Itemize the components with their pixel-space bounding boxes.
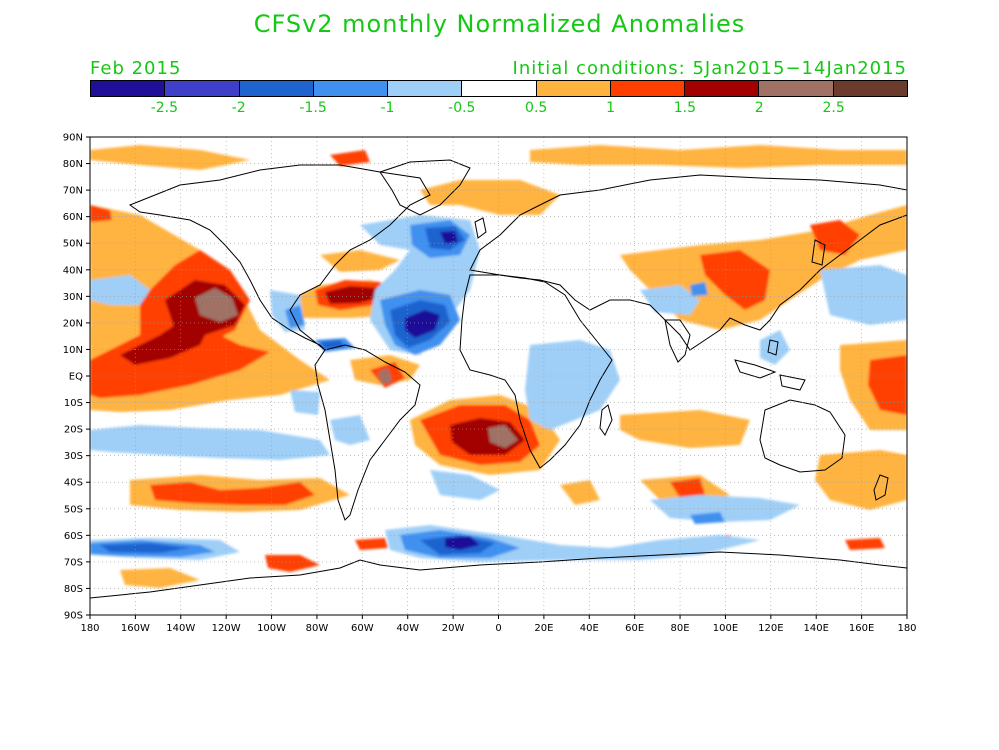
longitude-label: 60W	[351, 623, 374, 634]
color-legend-label: 1	[606, 100, 615, 116]
longitude-label: 100E	[713, 623, 738, 634]
latitude-label: 50S	[64, 504, 83, 515]
latitude-label: 30N	[63, 292, 83, 303]
map-title: CFSv2 monthly Normalized Anomalies	[253, 10, 746, 38]
color-legend	[90, 80, 908, 97]
grid-lines	[90, 137, 907, 615]
longitude-label: 120W	[212, 623, 241, 634]
axis-ticks	[86, 136, 908, 619]
color-legend-swatch	[313, 81, 389, 96]
latitude-label: 80N	[63, 159, 83, 170]
latitude-label: 60S	[64, 531, 83, 542]
longitude-label: 80W	[306, 623, 329, 634]
longitude-label: 60E	[625, 623, 644, 634]
color-legend-swatch	[536, 81, 611, 96]
color-legend-label: 2.5	[822, 100, 845, 116]
latitude-label: 20S	[64, 425, 83, 436]
latitude-label: 70N	[63, 186, 83, 197]
color-legend-label: -2.5	[150, 100, 179, 116]
color-legend-swatch	[388, 81, 463, 96]
color-legend-swatch	[165, 81, 240, 96]
latitude-labels: 90N 80N 70N 60N 50N 40N 30N 20N 10N EQ 10S 20S 30S 40…	[63, 133, 83, 622]
longitude-label: 180	[80, 623, 99, 634]
color-legend-swatch	[685, 81, 760, 96]
initial-conditions: Initial conditions: 5Jan2015−14Jan2015	[512, 58, 907, 79]
color-legend-label: 0.5	[525, 100, 548, 116]
longitude-label: 160E	[849, 623, 874, 634]
longitude-labels: 180 160W 140W 120W 100W 80W 60W 40W 20W 0 20E 40E 60…	[80, 623, 916, 634]
forecast-month: Feb 2015	[90, 58, 182, 79]
longitude-label: 100W	[257, 623, 286, 634]
color-legend-swatch	[610, 81, 686, 96]
color-legend-swatch	[239, 81, 314, 96]
longitude-label: 0	[495, 623, 501, 634]
latitude-label: 90N	[63, 133, 83, 144]
anomaly-field	[90, 145, 907, 588]
continent-outlines	[90, 159, 907, 599]
longitude-label: 20W	[442, 623, 465, 634]
color-legend-swatch	[91, 81, 166, 96]
color-legend-label: -0.5	[448, 100, 476, 116]
color-legend-swatch	[462, 81, 537, 96]
color-legend-swatch	[759, 81, 834, 96]
longitude-label: 140W	[166, 623, 195, 634]
longitude-label: 40W	[396, 623, 419, 634]
color-legend-swatch	[833, 81, 907, 96]
latitude-label: EQ	[69, 372, 83, 383]
latitude-label: 80S	[64, 584, 83, 595]
color-legend-label: -1	[380, 100, 395, 116]
latitude-label: 70S	[64, 557, 83, 568]
latitude-label: 90S	[64, 611, 83, 622]
color-legend-label: 2	[754, 100, 764, 116]
longitude-label: 140E	[804, 623, 829, 634]
color-legend-label: 1.5	[673, 100, 697, 116]
latitude-label: 60N	[63, 212, 83, 223]
latitude-label: 30S	[64, 451, 83, 462]
latitude-label: 10S	[64, 398, 83, 409]
latitude-label: 40S	[64, 478, 83, 489]
longitude-label: 20E	[534, 623, 553, 634]
color-legend-label: -1.5	[299, 100, 327, 116]
latitude-label: 50N	[63, 239, 83, 250]
longitude-label: 40E	[580, 623, 599, 634]
longitude-label: 180	[897, 623, 916, 634]
latitude-label: 10N	[63, 345, 83, 356]
longitude-label: 80E	[671, 623, 690, 634]
color-legend-label: -2	[231, 100, 246, 116]
latitude-label: 20N	[63, 318, 83, 329]
latitude-label: 40N	[63, 265, 83, 276]
longitude-label: 120E	[758, 623, 783, 634]
longitude-label: 160W	[121, 623, 150, 634]
